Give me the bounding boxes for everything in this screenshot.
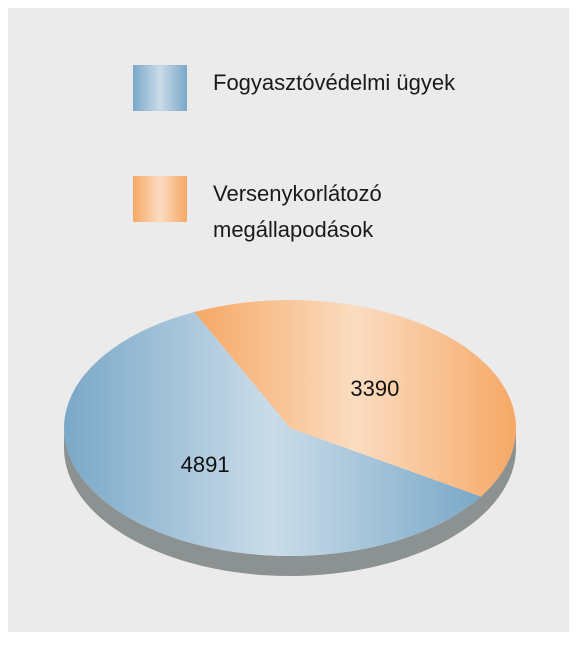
pie-side xyxy=(64,428,516,576)
pie-slice xyxy=(194,300,516,497)
legend-item: Versenykorlátozó megállapodások xyxy=(133,176,543,248)
legend-item: Fogyasztóvédelmi ügyek xyxy=(133,65,543,111)
legend-swatch xyxy=(133,176,187,222)
pie-slice xyxy=(63,311,481,556)
legend-swatch xyxy=(133,65,187,111)
legend-label: Fogyasztóvédelmi ügyek xyxy=(213,70,456,95)
legend-label: Versenykorlátozó megállapodások xyxy=(213,181,382,242)
data-label: 4891 xyxy=(181,452,230,477)
data-label: 3390 xyxy=(350,376,399,401)
